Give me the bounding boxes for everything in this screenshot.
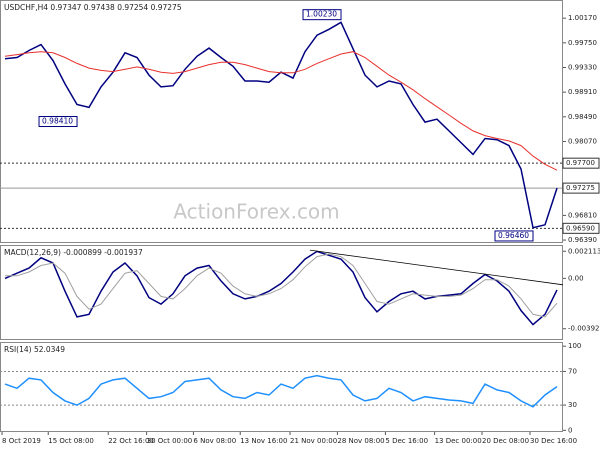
y-tick-label: 0 xyxy=(568,426,572,434)
x-tick-label: 22 Oct 16:00 xyxy=(108,437,154,445)
x-tick-label: 28 Nov 08:00 xyxy=(337,437,384,445)
panel-title: MACD(12,26,9) -0.000899 -0.001937 xyxy=(4,248,143,257)
y-tick-label: 0.98910 xyxy=(568,88,597,96)
series-line xyxy=(4,21,558,229)
x-tick-label: 30 Dec 16:00 xyxy=(530,437,577,445)
level-box xyxy=(562,222,600,234)
y-tick-label: 100 xyxy=(568,342,581,350)
y-tick-label: 0.98490 xyxy=(568,113,597,121)
panel-frame xyxy=(0,0,563,243)
series-line xyxy=(4,51,558,171)
level-box xyxy=(562,157,600,169)
y-tick-label: 70 xyxy=(568,367,577,375)
y-tick-label: 0.98070 xyxy=(568,137,597,145)
panel-frame xyxy=(0,245,563,340)
series-line xyxy=(4,374,558,408)
x-tick-label: 6 Nov 08:00 xyxy=(193,437,236,445)
price-annotation xyxy=(302,9,342,21)
series-line xyxy=(4,250,558,326)
trend-line xyxy=(309,249,564,286)
y-tick-label: 0.002113 xyxy=(568,247,600,255)
x-tick-label: 8 Oct 2019 xyxy=(2,437,41,445)
y-tick-label: 30 xyxy=(568,401,577,409)
level-label: 0.97275 xyxy=(566,184,595,192)
panel-title: USDCHF,H4 0.97347 0.97438 0.97254 0.9727… xyxy=(4,3,182,12)
x-tick-label: 5 Dec 16:00 xyxy=(385,437,428,445)
x-tick-label: 21 Nov 00:00 xyxy=(290,437,337,445)
x-tick-label: 13 Nov 16:00 xyxy=(240,437,287,445)
series-line xyxy=(5,253,558,318)
panel-title: RSI(14) 52.0349 xyxy=(4,345,65,354)
watermark: ActionForex.com xyxy=(173,200,339,224)
y-tick-label: 0.96390 xyxy=(568,236,597,244)
y-tick-label: 1.00170 xyxy=(568,14,597,22)
annotation-label: 0.98410 xyxy=(42,117,73,126)
price-annotation xyxy=(38,116,78,127)
annotation-label: 1.00230 xyxy=(306,10,337,19)
y-tick-label: 0.00 xyxy=(568,274,584,282)
level-label: 0.97700 xyxy=(566,159,595,167)
y-tick-label: -0.003922 xyxy=(568,325,600,333)
level-label: 0.96590 xyxy=(566,224,595,232)
price-annotation xyxy=(494,230,534,242)
y-tick-label: 0.99750 xyxy=(568,39,597,47)
x-tick-label: 15 Oct 08:00 xyxy=(48,437,94,445)
panel-frame xyxy=(0,342,563,432)
y-tick-label: 0.99330 xyxy=(568,64,597,72)
y-tick-label: 0.96810 xyxy=(568,211,597,219)
level-box xyxy=(562,182,600,194)
x-tick-label: 13 Dec 00:00 xyxy=(435,437,482,445)
x-tick-label: 20 Dec 08:00 xyxy=(482,437,529,445)
x-tick-label: 30 Oct 00:00 xyxy=(147,437,193,445)
annotation-label: 0.96460 xyxy=(498,231,529,240)
